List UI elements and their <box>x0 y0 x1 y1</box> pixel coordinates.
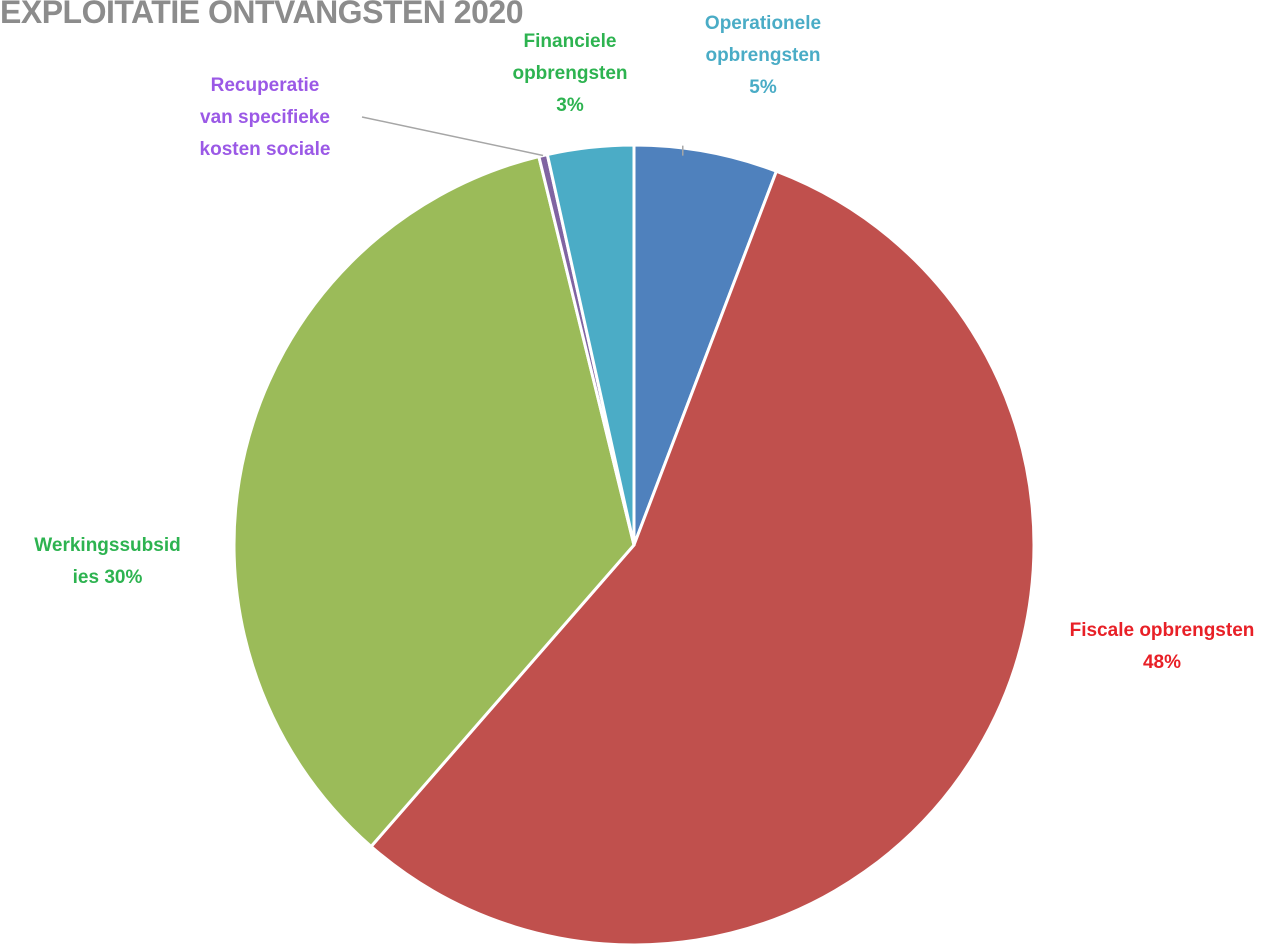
slice-financiele <box>545 143 636 546</box>
label-line: Werkingssubsid <box>34 535 181 556</box>
label-line: opbrengsten <box>705 45 821 66</box>
label-line: 5% <box>749 77 777 98</box>
label-line: Financiele <box>523 31 617 52</box>
label-line: kosten sociale <box>199 139 331 160</box>
label-line: 48% <box>1142 652 1182 673</box>
label-line: ies 30% <box>72 567 143 588</box>
label-operationele: Operationele opbrengsten 5% <box>688 8 838 104</box>
label-line: Recuperatie <box>210 75 320 96</box>
label-financiele: Financiele opbrengsten 3% <box>495 26 645 122</box>
label-line: Fiscale opbrengsten <box>1069 620 1255 641</box>
label-line: Operationele <box>704 13 822 34</box>
label-werkingssubsidies: Werkingssubsid ies 30% <box>10 530 205 594</box>
chart-title: EXPLOITATIE ONTVANGSTEN 2020 <box>0 0 523 30</box>
slice-fiscale <box>368 169 1036 945</box>
label-line: van specifieke <box>200 107 330 128</box>
slice-werkingssubsidies <box>232 154 636 849</box>
label-line: opbrengsten <box>512 63 628 84</box>
leader-line-recuperatie <box>361 116 544 157</box>
label-recuperatie: Recuperatie van specifieke kosten sociale <box>180 70 350 166</box>
label-line: 3% <box>556 95 584 116</box>
slice-operationele <box>632 143 779 546</box>
label-fiscale: Fiscale opbrengsten 48% <box>1042 615 1282 679</box>
